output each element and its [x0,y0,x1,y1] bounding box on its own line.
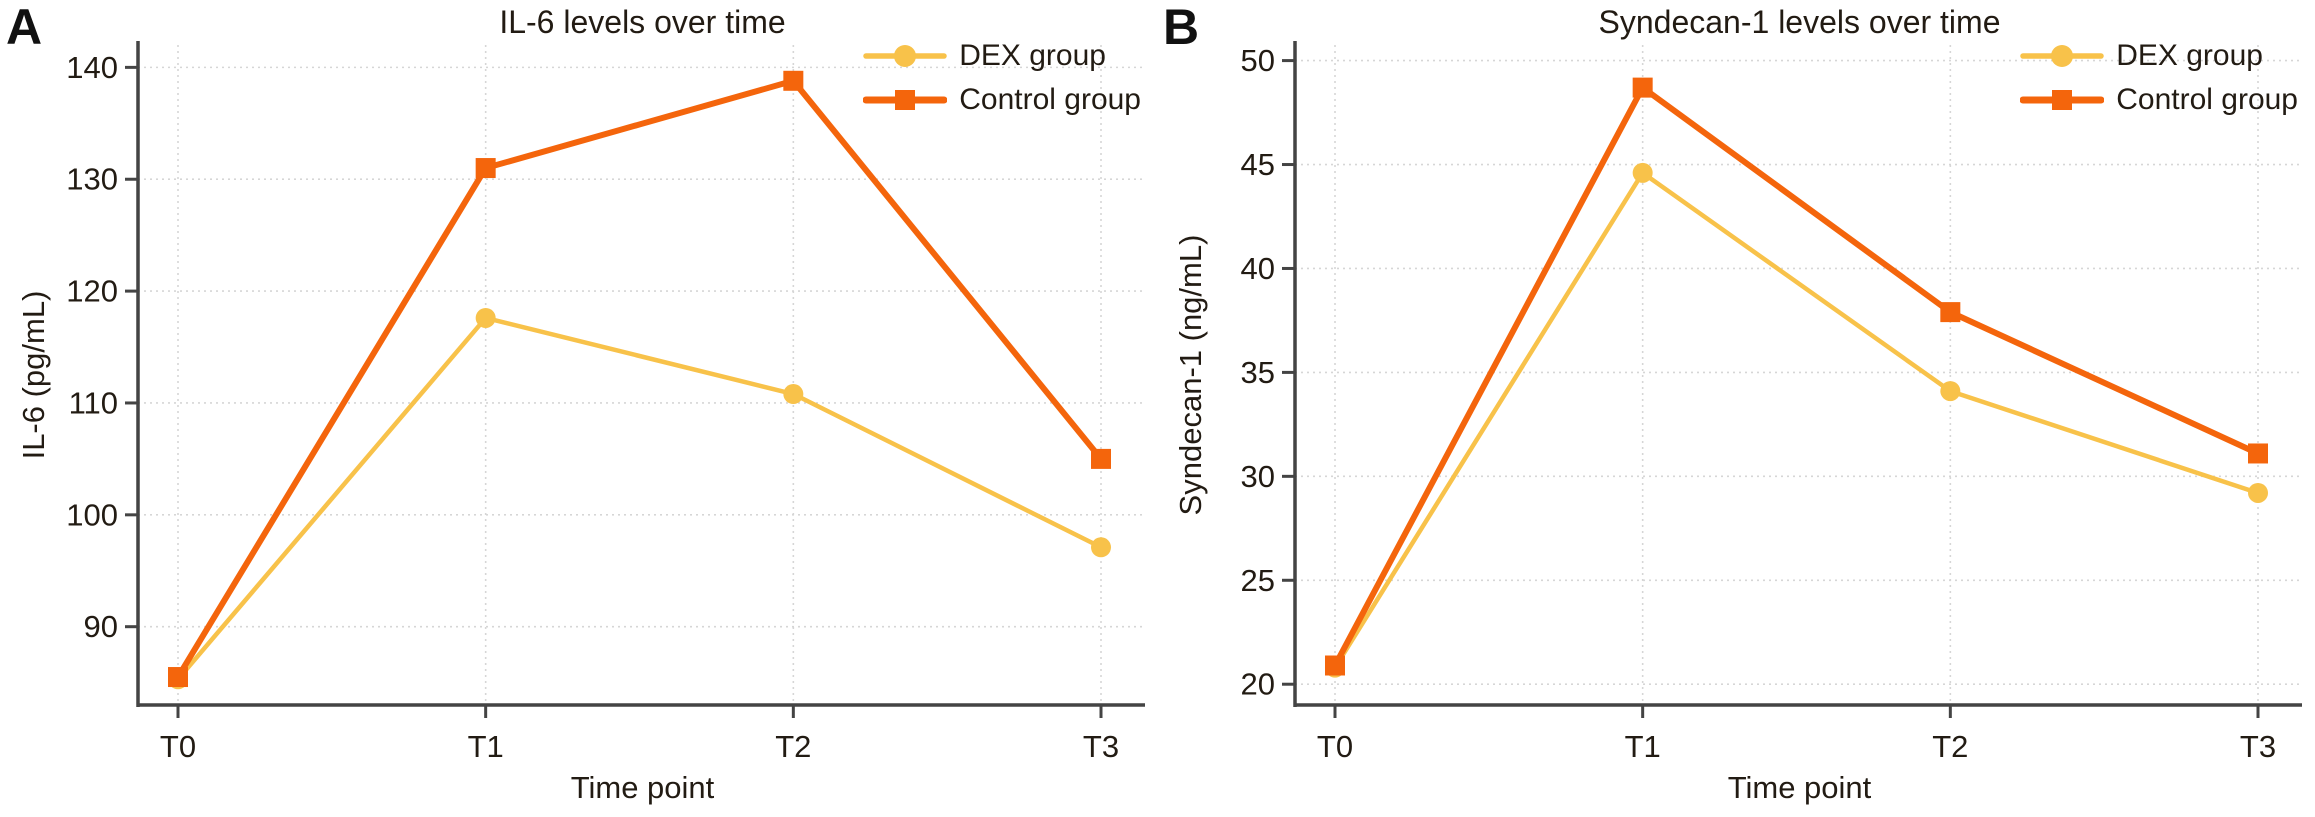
svg-text:20: 20 [1241,667,1275,702]
svg-text:T2: T2 [1932,729,1968,764]
svg-text:T1: T1 [1625,729,1661,764]
chart-b-xlabel: Time point [1727,770,1872,805]
svg-text:130: 130 [66,162,118,197]
svg-text:T0: T0 [160,729,196,764]
svg-text:45: 45 [1241,147,1275,182]
dex-line-circle-icon [863,45,947,67]
panel-a: A IL-6 levels over time IL-6 (pg/mL) Tim… [0,0,1157,817]
syndecan1-line-chart: 20 25 30 35 40 45 50 T0 T1 T2 T3 [1241,41,2302,764]
chart-a-legend: DEX group Control group [863,38,1141,118]
svg-text:T1: T1 [468,729,504,764]
svg-text:50: 50 [1241,43,1275,78]
svg-text:30: 30 [1241,459,1275,494]
svg-text:25: 25 [1241,563,1275,598]
svg-text:T0: T0 [1317,729,1353,764]
chart-b-legend: DEX group Control group [2020,38,2298,118]
panel-letter-b: B [1163,0,1200,55]
control-line-square-icon [2020,90,2105,110]
svg-text:100: 100 [66,497,118,532]
svg-text:40: 40 [1241,251,1275,286]
legend-label-control: Control group [959,83,1141,116]
chart-a-xlabel: Time point [570,770,715,805]
legend-item-control: Control group [2020,82,2298,118]
legend-label-control: Control group [2116,83,2298,116]
legend-item-dex: DEX group [2020,38,2263,74]
panel-b: B Syndecan-1 levels over time Syndecan-1… [1157,0,2314,817]
control-line-square-icon [863,90,948,110]
chart-b-title: Syndecan-1 levels over time [1598,4,2001,40]
legend-label-dex: DEX group [2116,39,2263,72]
svg-text:35: 35 [1241,355,1275,390]
svg-text:T3: T3 [1083,729,1119,764]
chart-a-title: IL-6 levels over time [499,4,786,40]
legend-item-control: Control group [863,82,1141,118]
svg-text:T2: T2 [775,729,811,764]
svg-text:T3: T3 [2240,729,2276,764]
dex-line-circle-icon [2020,45,2104,67]
il6-line-chart: 90 100 110 120 130 140 T0 T1 T2 T3 [66,41,1145,764]
legend-label-dex: DEX group [959,39,1106,72]
svg-text:120: 120 [66,274,118,309]
svg-text:90: 90 [84,609,118,644]
svg-text:140: 140 [66,50,118,85]
legend-item-dex: DEX group [863,38,1106,74]
svg-text:110: 110 [69,385,118,420]
panel-letter-a: A [6,0,43,55]
